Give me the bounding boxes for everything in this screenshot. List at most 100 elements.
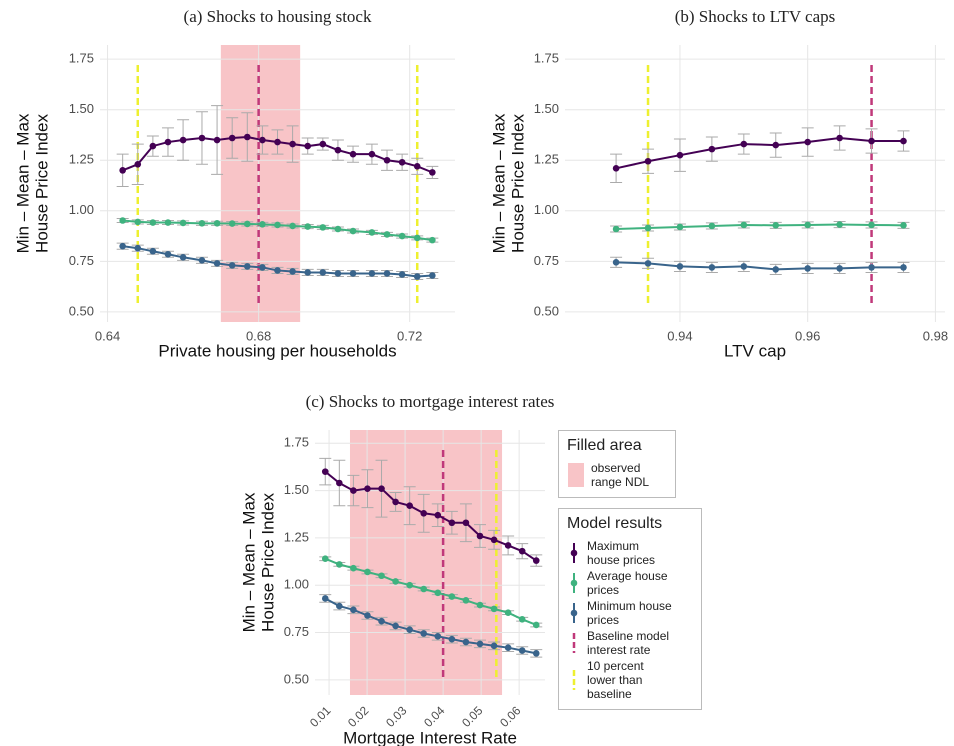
y-tick-label: 1.00: [534, 202, 559, 217]
data-point: [476, 601, 484, 609]
x-tick-label: 0.05: [459, 703, 486, 730]
data-point: [364, 485, 371, 492]
x-tick-label: 0.04: [421, 703, 448, 730]
data-point: [243, 263, 251, 270]
data-point: [274, 221, 281, 229]
y-tick-label: 0.50: [69, 303, 94, 318]
data-point: [804, 138, 811, 146]
series-line: [324, 470, 537, 562]
data-point: [772, 222, 780, 229]
data-point: [836, 265, 843, 272]
legend-swatch: [568, 463, 584, 487]
data-point: [179, 219, 187, 227]
data-point: [259, 221, 266, 228]
data-point: [364, 568, 371, 576]
data-point: [289, 268, 296, 275]
data-point: [228, 262, 236, 269]
data-point: [406, 502, 413, 510]
data-point: [676, 263, 684, 270]
data-point: [198, 257, 206, 264]
y-tick-label: 1.75: [284, 435, 309, 450]
data-point: [149, 219, 157, 226]
data-point: [321, 555, 329, 563]
legend-model: Model results Maximum house prices Averag…: [558, 508, 702, 710]
data-point: [900, 137, 907, 145]
data-point: [504, 609, 512, 616]
data-point: [364, 612, 371, 619]
data-point: [462, 519, 470, 527]
data-point: [504, 542, 512, 549]
series-line: [324, 557, 537, 626]
data-point: [740, 221, 748, 229]
y-axis-title: Min – Mean – Max: [239, 492, 258, 632]
data-point: [336, 602, 343, 610]
data-point: [398, 232, 406, 240]
legend-item: Maximum house prices: [567, 539, 693, 567]
data-point: [836, 221, 843, 228]
series-line: [324, 597, 537, 655]
y-axis-title: Min – Mean – Max: [13, 113, 32, 253]
data-point: [321, 595, 329, 602]
data-point: [198, 220, 206, 227]
data-point: [274, 267, 281, 274]
data-point: [708, 145, 716, 153]
data-point: [434, 511, 442, 519]
x-tick-label: 0.68: [246, 328, 271, 343]
legend-item: Average house prices: [567, 569, 693, 597]
data-point: [490, 536, 498, 544]
data-point: [259, 264, 266, 271]
data-point: [740, 263, 748, 270]
data-point: [179, 253, 187, 261]
y-tick-label: 1.25: [534, 152, 559, 167]
y-axis-title: House Price Index: [508, 114, 527, 253]
y-tick-label: 0.75: [534, 253, 559, 268]
data-point: [462, 638, 470, 646]
legend-dot: [570, 579, 578, 587]
data-point: [462, 597, 470, 604]
legend-key: [568, 463, 584, 487]
data-point: [518, 547, 526, 555]
y-axis-title: House Price Index: [32, 114, 51, 253]
data-point: [406, 581, 413, 589]
y-axis-title: House Price Index: [258, 493, 277, 632]
y-tick-label: 0.75: [284, 624, 309, 639]
data-point: [149, 247, 157, 255]
legend-items: Maximum house prices Average house prices…: [567, 539, 693, 701]
legend-label: Minimum house prices: [587, 599, 672, 627]
chart-title: (c) Shocks to mortgage interest rates: [306, 392, 555, 411]
data-point: [164, 219, 172, 226]
data-point: [350, 487, 357, 494]
data-point: [336, 479, 343, 487]
data-point: [708, 264, 716, 271]
legend-label: Maximum house prices: [587, 539, 656, 567]
data-point: [349, 227, 357, 235]
data-point: [392, 578, 399, 585]
data-point: [378, 617, 385, 625]
data-point: [398, 271, 406, 278]
data-point: [740, 140, 748, 148]
x-tick-label: 0.64: [95, 328, 120, 343]
legend-title: Model results: [567, 515, 663, 532]
series-line: [615, 137, 904, 170]
y-tick-label: 0.75: [69, 253, 94, 268]
y-tick-label: 0.50: [534, 303, 559, 318]
data-point: [319, 224, 327, 231]
legend-item: Baseline model interest rate: [567, 629, 693, 657]
shaded-range: [220, 45, 301, 322]
data-point: [532, 650, 540, 657]
data-point: [368, 229, 376, 236]
x-tick-label: 0.01: [307, 703, 334, 730]
x-tick-label: 0.98: [923, 328, 948, 343]
data-point: [198, 134, 206, 142]
data-point: [243, 133, 251, 141]
legend-item: observed range NDL: [567, 461, 667, 489]
legend-key: [570, 603, 578, 623]
data-point: [490, 605, 498, 613]
legend-fill: Filled area observed range NDL: [558, 430, 676, 498]
data-point: [350, 606, 357, 614]
data-point: [804, 221, 811, 229]
data-point: [334, 270, 342, 277]
data-point: [448, 635, 456, 643]
